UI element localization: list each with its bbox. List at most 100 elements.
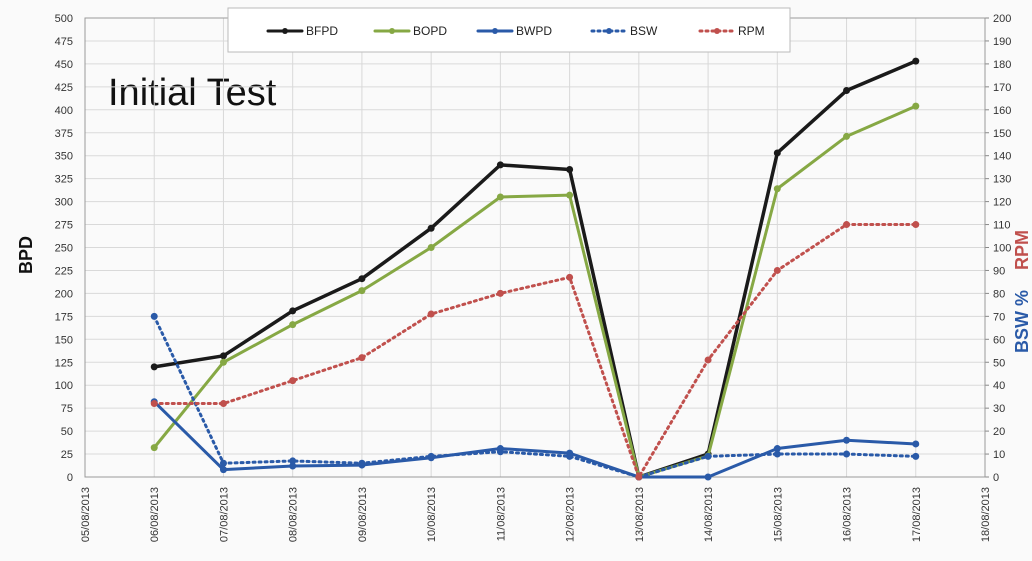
y-tick-label: 325 <box>55 174 73 186</box>
data-point <box>496 448 504 456</box>
y2-tick-label: 70 <box>993 311 1005 323</box>
legend-label: BWPD <box>516 24 552 38</box>
data-point <box>150 400 158 408</box>
annotation: Initial Test <box>108 72 277 114</box>
y2-tick-label: 10 <box>993 449 1005 461</box>
y-tick-label: 75 <box>61 403 73 415</box>
y2-tick-label: 30 <box>993 403 1005 415</box>
data-point <box>427 452 435 460</box>
data-point <box>773 445 781 453</box>
data-point <box>843 87 851 95</box>
y2-tick-label: 80 <box>993 288 1005 300</box>
y-tick-label: 250 <box>55 243 73 255</box>
y-tick-label: 200 <box>55 288 73 300</box>
data-point <box>289 377 297 385</box>
data-point <box>843 221 851 229</box>
data-point <box>843 436 851 444</box>
data-point <box>219 400 227 408</box>
data-point <box>635 473 643 481</box>
y-tick-label: 475 <box>55 36 73 48</box>
series-line <box>152 314 918 479</box>
y-tick-label: 0 <box>67 472 73 484</box>
y-tick-label: 50 <box>61 426 73 438</box>
data-point <box>566 165 574 173</box>
legend-label: BSW <box>630 24 658 38</box>
y2-tick-label: 90 <box>993 265 1005 277</box>
data-point <box>427 244 435 251</box>
data-point <box>289 307 297 315</box>
y-tick-label: 350 <box>55 151 73 163</box>
x-tick-label: 16/08/2013 <box>842 487 854 542</box>
y2-axis-label: BSW % <box>1012 290 1032 353</box>
x-tick-label: 15/08/2013 <box>772 487 784 542</box>
y-tick-label: 150 <box>55 334 73 346</box>
y2-tick-label: 100 <box>993 243 1011 255</box>
data-point <box>358 275 366 283</box>
legend-label: BOPD <box>413 24 447 38</box>
data-point <box>427 224 435 232</box>
y2-tick-label: 120 <box>993 197 1011 209</box>
data-point <box>566 273 574 281</box>
data-point <box>773 266 781 274</box>
x-tick-label: 13/08/2013 <box>634 487 646 542</box>
y2-tick-label: 110 <box>993 220 1011 232</box>
series-line <box>152 400 918 479</box>
data-point <box>704 473 712 481</box>
data-point <box>358 459 366 467</box>
data-point <box>289 457 297 465</box>
y-tick-label: 25 <box>61 449 73 461</box>
y-tick-label: 500 <box>55 13 73 25</box>
y2-tick-label: 170 <box>993 82 1011 94</box>
data-point <box>843 450 851 458</box>
y-tick-label: 400 <box>55 105 73 117</box>
data-point <box>773 450 781 458</box>
y-tick-label: 175 <box>55 311 73 323</box>
y-tick-label: 425 <box>55 82 73 94</box>
data-point <box>219 352 227 360</box>
y2-tick-label: 50 <box>993 357 1005 369</box>
data-point <box>427 310 435 318</box>
y-tick-label: 375 <box>55 128 73 140</box>
legend-marker <box>606 28 612 34</box>
data-point <box>773 185 781 193</box>
data-point <box>150 363 158 371</box>
x-tick-label: 06/08/2013 <box>149 487 161 542</box>
data-point <box>219 358 227 366</box>
y2-tick-label: 190 <box>993 36 1011 48</box>
series-line <box>152 59 918 479</box>
data-point <box>912 57 920 65</box>
y2-tick-label: 60 <box>993 334 1005 346</box>
x-tick-label: 07/08/2013 <box>218 487 230 542</box>
data-point <box>496 161 504 169</box>
y2-axis-label: RPM <box>1012 230 1032 270</box>
x-tick-label: 17/08/2013 <box>911 487 923 542</box>
data-point <box>289 462 297 470</box>
data-point <box>219 466 227 474</box>
data-point <box>566 452 574 460</box>
data-point <box>912 452 920 460</box>
y-tick-label: 275 <box>55 220 73 232</box>
data-point <box>773 149 781 157</box>
legend-marker <box>714 28 720 34</box>
data-point <box>219 459 227 467</box>
y-tick-label: 225 <box>55 265 73 277</box>
y2-tick-label: 160 <box>993 105 1011 117</box>
data-point <box>704 356 712 364</box>
y2-tick-label: 130 <box>993 174 1011 186</box>
y2-tick-label: 40 <box>993 380 1005 392</box>
data-point <box>150 444 158 452</box>
x-tick-label: 10/08/2013 <box>426 487 438 542</box>
x-tick-label: 09/08/2013 <box>357 487 369 542</box>
legend-label: BFPD <box>306 24 338 38</box>
legend-marker <box>282 28 288 34</box>
legend-label: RPM <box>738 24 765 38</box>
data-point <box>912 221 920 229</box>
y-axis-label: BPD <box>16 236 36 274</box>
x-tick-label: 14/08/2013 <box>703 487 715 542</box>
data-point <box>912 102 920 110</box>
y2-tick-label: 0 <box>993 472 999 484</box>
data-point <box>496 289 504 297</box>
data-point <box>358 287 366 295</box>
